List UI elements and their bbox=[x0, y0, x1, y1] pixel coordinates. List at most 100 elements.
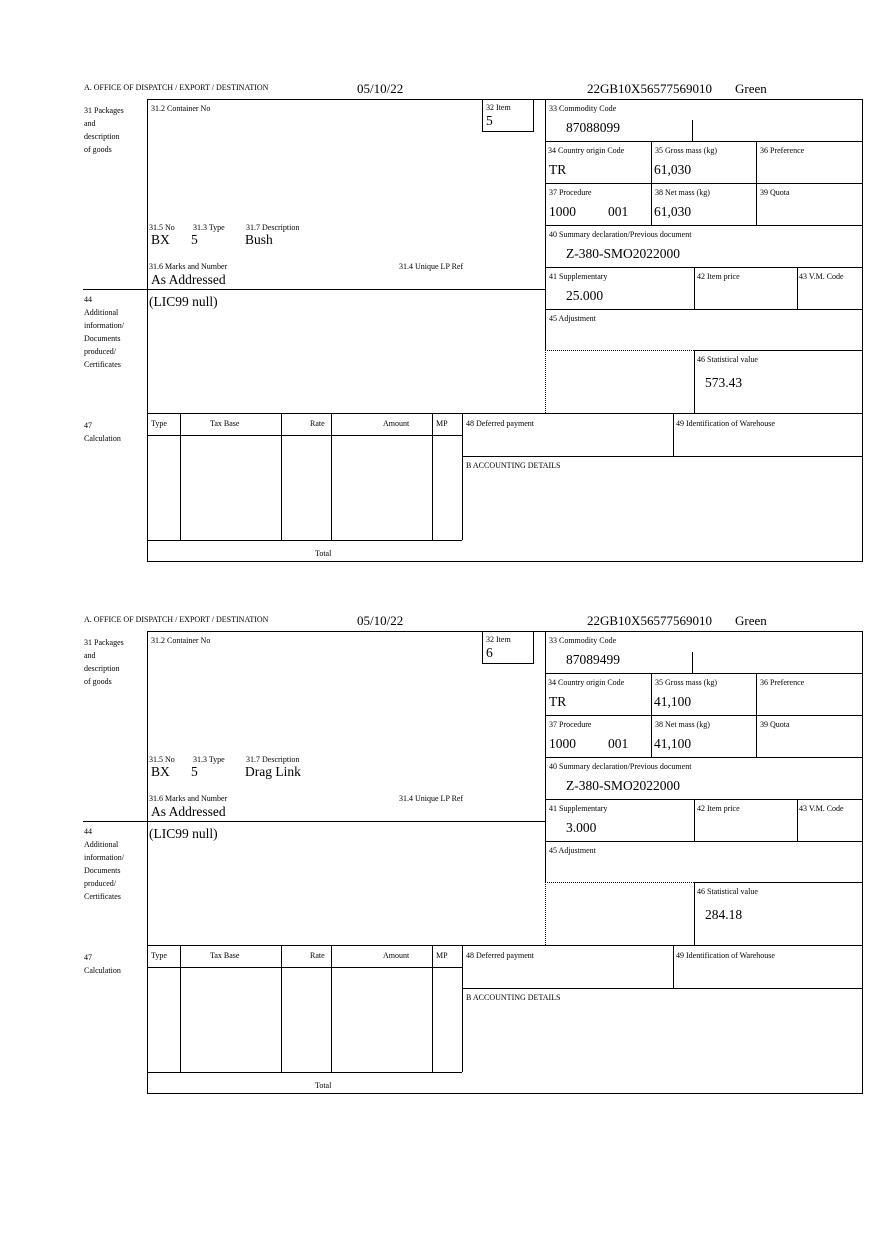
deferred-payment-label: 48 Deferred payment bbox=[466, 419, 534, 428]
preference-label: 36 Preference bbox=[760, 146, 805, 155]
divider bbox=[545, 799, 863, 800]
divider bbox=[432, 945, 433, 1072]
divider bbox=[673, 945, 674, 988]
calc-tax-base-header: Tax Base bbox=[210, 951, 240, 960]
route-status: Green bbox=[735, 81, 767, 96]
calc-mp-header: MP bbox=[436, 419, 448, 428]
additional-info-label: 44 Additional information/ Documents pro… bbox=[84, 827, 124, 901]
marks-label: 31.6 Marks and Number bbox=[149, 794, 228, 803]
dotted-divider bbox=[545, 882, 694, 883]
divider bbox=[462, 988, 863, 989]
country-origin-label: 34 Country origin Code bbox=[548, 678, 625, 687]
description: Bush bbox=[245, 232, 273, 247]
procedure: 1000 bbox=[549, 736, 576, 751]
divider bbox=[432, 413, 433, 540]
divider bbox=[281, 413, 282, 540]
adjustment-label: 45 Adjustment bbox=[549, 314, 596, 323]
office-label: A. OFFICE OF DISPATCH / EXPORT / DESTINA… bbox=[84, 615, 269, 624]
total-label: Total bbox=[315, 1081, 332, 1090]
item-label: 32 Item bbox=[486, 103, 511, 112]
packages-label: 31 Packages and description of goods bbox=[84, 638, 124, 686]
divider bbox=[692, 120, 693, 141]
calc-amount-header: Amount bbox=[383, 419, 410, 428]
description: Drag Link bbox=[245, 764, 301, 779]
divider bbox=[147, 99, 863, 100]
divider bbox=[147, 540, 462, 541]
warehouse-label: 49 Identification of Warehouse bbox=[676, 419, 775, 428]
country-origin: TR bbox=[549, 694, 567, 709]
calc-type-header: Type bbox=[151, 951, 167, 960]
divider bbox=[651, 673, 652, 757]
stat-value-label: 46 Statistical value bbox=[697, 887, 758, 896]
quota-label: 39 Quota bbox=[760, 720, 790, 729]
divider bbox=[692, 652, 693, 673]
divider bbox=[694, 267, 695, 309]
quota-label: 39 Quota bbox=[760, 188, 790, 197]
container-no-label: 31.2 Container No bbox=[151, 104, 211, 113]
item-label: 32 Item bbox=[486, 635, 511, 644]
reference-number: 22GB10X56577569010 bbox=[587, 613, 712, 628]
supplementary: 3.000 bbox=[566, 820, 597, 835]
commodity-code-label: 33 Commodity Code bbox=[549, 104, 617, 113]
gross-mass-label: 35 Gross mass (kg) bbox=[655, 678, 717, 687]
warehouse-label: 49 Identification of Warehouse bbox=[676, 951, 775, 960]
divider bbox=[756, 673, 757, 757]
accounting-details-label: B ACCOUNTING DETAILS bbox=[466, 461, 561, 470]
divider bbox=[180, 413, 181, 540]
divider bbox=[545, 673, 863, 674]
divider bbox=[147, 435, 462, 436]
net-mass-label: 38 Net mass (kg) bbox=[655, 188, 710, 197]
declaration-item-block: A. OFFICE OF DISPATCH / EXPORT / DESTINA… bbox=[0, 532, 882, 1094]
divider bbox=[862, 99, 863, 562]
divider bbox=[862, 631, 863, 1094]
pkg-no-label: 31.5 No bbox=[149, 755, 175, 764]
unique-ref-label: 31.4 Unique LP Ref bbox=[399, 794, 464, 803]
calculation-label: 47 Calculation bbox=[84, 421, 121, 443]
item-number-box: 32 Item 6 bbox=[482, 632, 534, 664]
supplementary: 25.000 bbox=[566, 288, 604, 303]
commodity-code: 87088099 bbox=[566, 120, 620, 135]
dotted-divider bbox=[545, 350, 546, 413]
divider bbox=[545, 141, 863, 142]
divider bbox=[651, 141, 652, 225]
description-label: 31.7 Description bbox=[246, 223, 300, 232]
net-mass-label: 38 Net mass (kg) bbox=[655, 720, 710, 729]
supplementary-label: 41 Supplementary bbox=[549, 804, 608, 813]
pkg-type: 5 bbox=[191, 764, 198, 779]
additional-info: (LIC99 null) bbox=[149, 294, 218, 309]
divider bbox=[147, 967, 462, 968]
divider bbox=[673, 413, 674, 456]
stat-value-label: 46 Statistical value bbox=[697, 355, 758, 364]
dotted-divider bbox=[545, 350, 694, 351]
divider bbox=[694, 882, 863, 883]
deferred-payment-label: 48 Deferred payment bbox=[466, 951, 534, 960]
divider bbox=[545, 99, 546, 350]
pkg-type-label: 31.3 Type bbox=[193, 755, 225, 764]
divider bbox=[281, 945, 282, 1072]
item-number: 6 bbox=[486, 645, 493, 660]
divider bbox=[797, 799, 798, 841]
procedure-label: 37 Procedure bbox=[549, 188, 592, 197]
commodity-code: 87089499 bbox=[566, 652, 620, 667]
dotted-divider bbox=[545, 882, 546, 945]
divider bbox=[147, 561, 863, 562]
gross-mass: 41,100 bbox=[654, 694, 692, 709]
divider bbox=[147, 1093, 863, 1094]
procedure-label: 37 Procedure bbox=[549, 720, 592, 729]
divider bbox=[756, 141, 757, 225]
reference-number: 22GB10X56577569010 bbox=[587, 81, 712, 96]
supplementary-label: 41 Supplementary bbox=[549, 272, 608, 281]
calculation-label: 47 Calculation bbox=[84, 953, 121, 975]
country-origin-label: 34 Country origin Code bbox=[548, 146, 625, 155]
declaration-item-block: A. OFFICE OF DISPATCH / EXPORT / DESTINA… bbox=[0, 0, 882, 562]
total-label: Total bbox=[315, 549, 332, 558]
divider bbox=[147, 631, 148, 1094]
item-number-box: 32 Item 5 bbox=[482, 100, 534, 132]
net-mass: 41,100 bbox=[654, 736, 692, 751]
summary-doc-label: 40 Summary declaration/Previous document bbox=[549, 762, 692, 771]
unique-ref-label: 31.4 Unique LP Ref bbox=[399, 262, 464, 271]
divider bbox=[694, 882, 695, 945]
item-price-label: 42 Item price bbox=[697, 804, 740, 813]
summary-doc: Z-380-SMO2022000 bbox=[566, 246, 680, 261]
calc-tax-base-header: Tax Base bbox=[210, 419, 240, 428]
